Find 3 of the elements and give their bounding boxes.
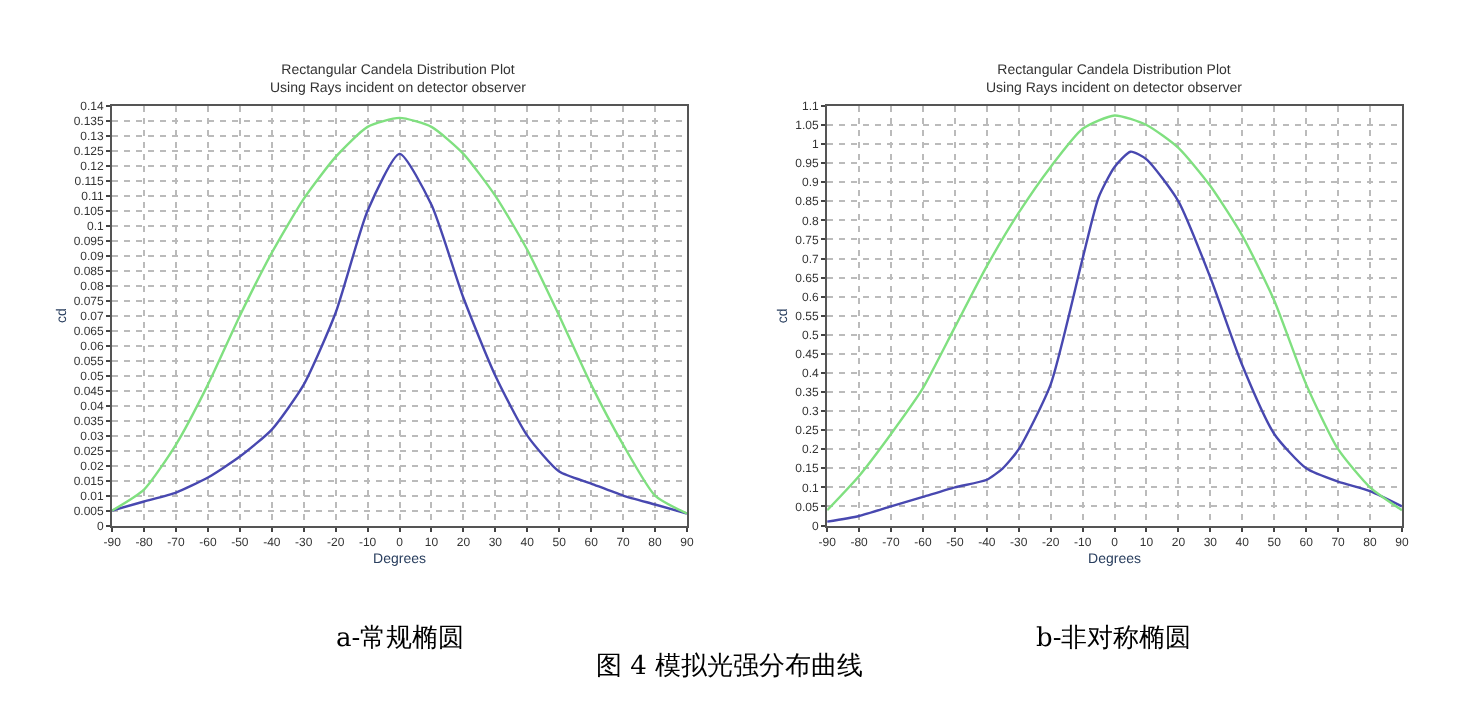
text: b-非对称椭圆	[1036, 624, 1192, 654]
text: a-常规椭圆	[336, 624, 465, 654]
caption: 图 4 模拟光强分布曲线	[596, 652, 864, 682]
